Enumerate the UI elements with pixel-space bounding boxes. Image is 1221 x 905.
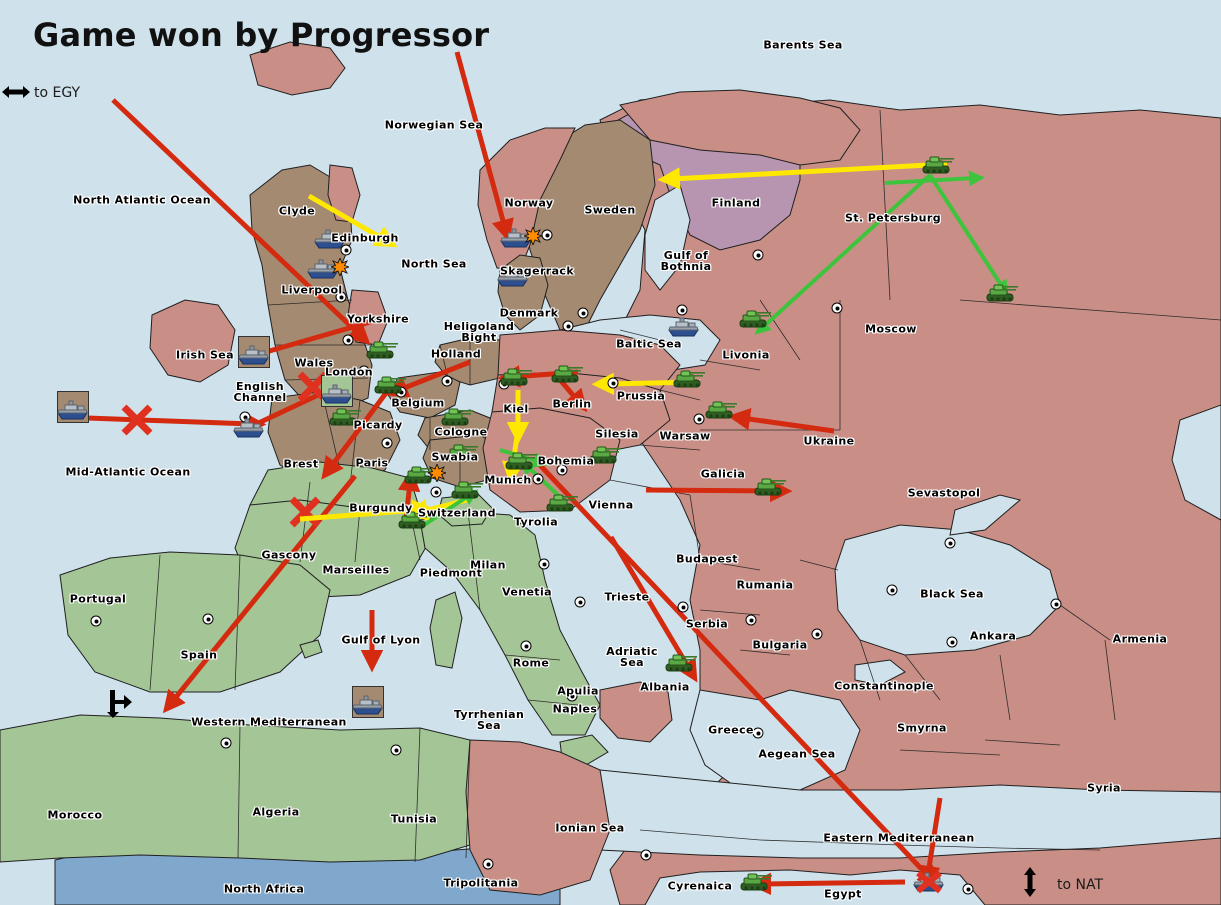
fleet-unit-icon[interactable]	[237, 345, 271, 369]
fleet-unit-icon[interactable]	[232, 418, 266, 442]
bounce-x-marker	[121, 404, 153, 436]
supply-center-icon	[640, 849, 652, 861]
army-unit-icon[interactable]	[504, 451, 538, 475]
army-unit-icon[interactable]	[550, 364, 584, 388]
supply-center-icon	[482, 858, 494, 870]
army-unit-icon[interactable]	[499, 367, 533, 391]
supply-center-icon	[745, 614, 757, 626]
order-hold[interactable]	[307, 193, 398, 248]
army-unit-icon[interactable]	[739, 872, 773, 896]
supply-center-icon	[202, 613, 214, 625]
supply-center-icon	[676, 304, 688, 316]
supply-center-icon	[430, 486, 442, 498]
order-support[interactable]	[928, 173, 1009, 297]
supply-center-icon	[220, 737, 232, 749]
supply-center-icon	[390, 744, 402, 756]
fleet-unit-icon[interactable]	[56, 400, 90, 424]
order-move[interactable]	[162, 474, 357, 714]
wrap-arrow-icon	[107, 688, 133, 722]
supply-center-icon	[607, 377, 619, 389]
army-unit-icon[interactable]	[545, 493, 579, 517]
army-unit-icon[interactable]	[985, 283, 1019, 307]
supply-center-icon	[520, 640, 532, 652]
army-unit-icon[interactable]	[738, 309, 772, 333]
fleet-unit-icon[interactable]	[496, 267, 530, 291]
supply-center-icon	[886, 584, 898, 596]
supply-center-icon	[1050, 598, 1062, 610]
order-support[interactable]	[519, 459, 562, 499]
order-move[interactable]	[727, 407, 835, 434]
order-move[interactable]	[59, 404, 267, 436]
fleet-unit-icon[interactable]	[667, 317, 701, 341]
fleet-unit-icon[interactable]	[313, 229, 347, 253]
vertical-double-arrow-icon	[1022, 867, 1038, 901]
supply-center-icon	[556, 464, 568, 476]
supply-center-icon	[574, 596, 586, 608]
order-move[interactable]	[385, 359, 471, 398]
supply-center-icon	[538, 558, 550, 570]
army-unit-icon[interactable]	[704, 400, 738, 424]
fleet-unit-icon[interactable]	[351, 695, 385, 719]
army-unit-icon[interactable]	[403, 465, 437, 489]
order-support[interactable]	[884, 170, 985, 187]
supply-center-icon	[358, 365, 370, 377]
army-unit-icon[interactable]	[397, 510, 431, 534]
order-move[interactable]	[748, 872, 906, 896]
army-unit-icon[interactable]	[445, 443, 479, 467]
supply-center-icon	[944, 537, 956, 549]
supply-center-icon	[541, 229, 553, 241]
supply-center-icon	[752, 727, 764, 739]
order-move[interactable]	[535, 460, 940, 889]
supply-center-icon	[381, 437, 393, 449]
supply-center-icon	[577, 307, 589, 319]
supply-center-icon	[831, 302, 843, 314]
to-egy-note: to EGY	[34, 85, 81, 101]
supply-center-icon	[946, 636, 958, 648]
supply-center-icon	[811, 628, 823, 640]
army-unit-icon[interactable]	[672, 369, 706, 393]
army-unit-icon[interactable]	[373, 375, 407, 399]
supply-center-icon	[962, 883, 974, 895]
bounce-x-marker	[289, 496, 321, 528]
army-unit-icon[interactable]	[588, 445, 622, 469]
order-hold[interactable]	[299, 499, 435, 522]
supply-center-icon	[752, 249, 764, 261]
order-move[interactable]	[454, 51, 514, 242]
army-unit-icon[interactable]	[365, 340, 399, 364]
supply-center-icon	[532, 473, 544, 485]
fleet-unit-icon[interactable]	[306, 259, 340, 283]
supply-center-icon	[90, 615, 102, 627]
dislodged-burst-icon	[426, 462, 448, 486]
order-move[interactable]	[238, 315, 385, 365]
supply-center-icon	[441, 375, 453, 387]
army-unit-icon[interactable]	[753, 477, 787, 501]
supply-center-icon	[335, 291, 347, 303]
order-support[interactable]	[754, 173, 932, 335]
supply-center-icon	[566, 690, 578, 702]
order-move[interactable]	[608, 535, 698, 683]
dislodged-burst-icon	[329, 256, 351, 280]
to-nat-note: to NAT	[1057, 877, 1104, 893]
army-unit-icon[interactable]	[664, 653, 698, 677]
supply-center-icon	[677, 601, 689, 613]
page-title: Game won by Progressor	[33, 16, 490, 54]
army-unit-icon[interactable]	[450, 480, 484, 504]
supply-center-icon	[562, 320, 574, 332]
fleet-unit-icon[interactable]	[320, 384, 354, 408]
supply-center-icon	[693, 413, 705, 425]
supply-center-icon	[342, 334, 354, 346]
army-unit-icon[interactable]	[328, 407, 362, 431]
army-unit-icon[interactable]	[440, 407, 474, 431]
order-move[interactable]	[918, 797, 943, 889]
order-move[interactable]	[111, 98, 371, 345]
dislodged-x-marker	[912, 869, 946, 899]
dislodged-burst-icon	[522, 225, 544, 249]
army-unit-icon[interactable]	[921, 155, 955, 179]
order-move[interactable]	[321, 383, 395, 480]
horizontal-double-arrow-icon	[2, 84, 30, 104]
order-hold[interactable]	[657, 161, 948, 190]
order-support[interactable]	[419, 489, 479, 529]
supply-center-icon	[340, 244, 352, 256]
